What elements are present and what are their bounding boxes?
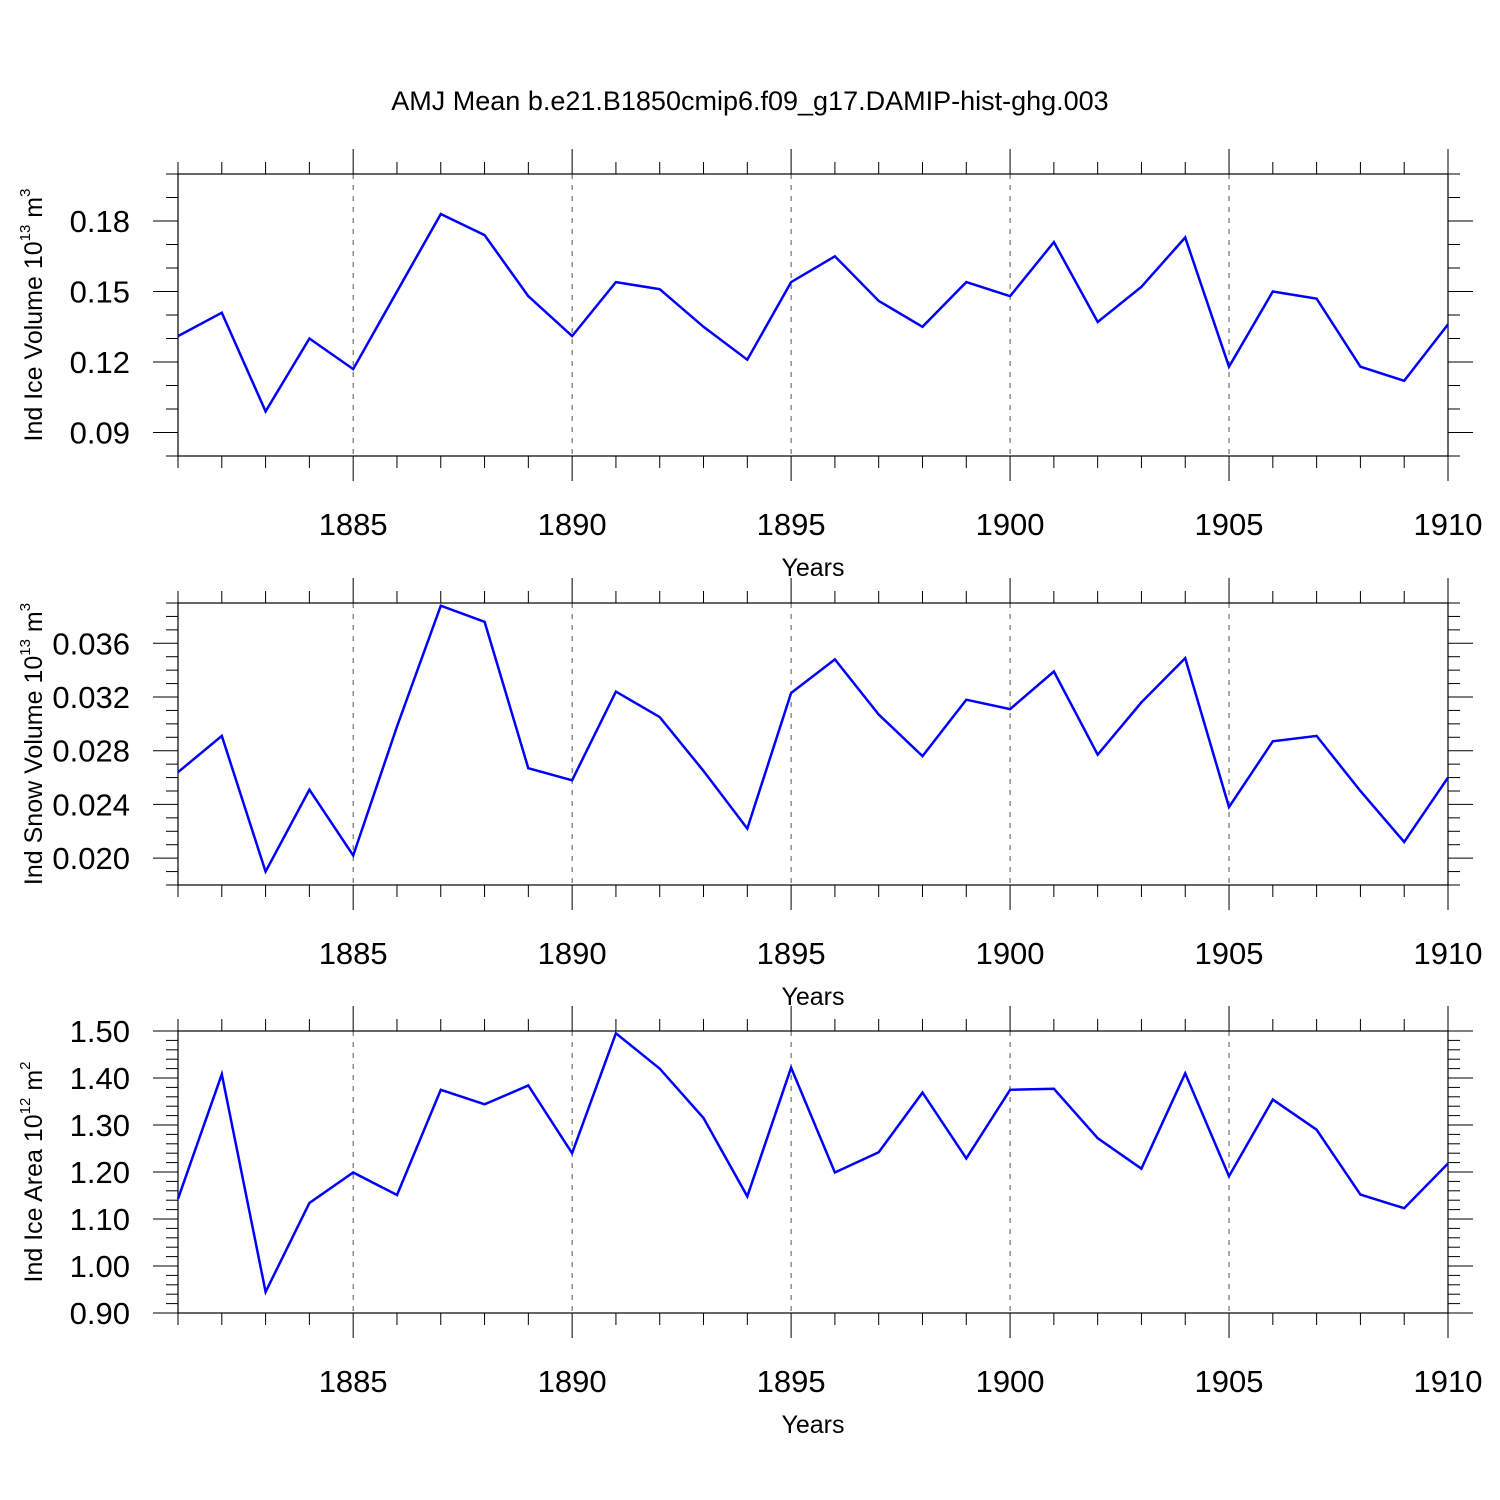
x-tick-label: 1890 [538,1364,607,1399]
x-tick-label: 1895 [757,507,826,542]
y-tick-label: 0.028 [52,734,130,769]
y-tick-label: 1.00 [70,1249,130,1284]
y-tick-label: 1.10 [70,1202,130,1237]
y-tick-label: 0.15 [70,275,130,310]
y-tick-label: 1.50 [70,1014,130,1049]
chart-panel-2: 1885 1890 1895 1900 1905 1910 0.020 0.024 0.028 0… [17,578,1482,1011]
chart-panel-1: 1885 1890 1895 1900 1905 1910 0.09 0.12 0.15 0.18… [17,149,1482,582]
y-tick-label: 0.020 [52,841,130,876]
y-tick-label: 0.024 [52,787,130,822]
x-tick-label: 1895 [757,1364,826,1399]
x-tick-label: 1905 [1195,507,1264,542]
y-tick-label: 0.18 [70,204,130,239]
plot-frame [177,173,1449,457]
x-axis-label: Years [781,554,844,582]
x-tick-label: 1885 [319,1364,388,1399]
figure-title: AMJ Mean b.e21.B1850cmip6.f09_g17.DAMIP-… [391,86,1108,116]
y-tick-label: 1.30 [70,1108,130,1143]
x-axis-label: Years [781,983,844,1011]
y-tick-label: 0.036 [52,626,130,661]
x-tick-label: 1910 [1414,1364,1483,1399]
x-tick-label: 1900 [976,1364,1045,1399]
y-tick-label: 0.09 [70,416,130,451]
x-tick-label: 1885 [319,507,388,542]
series-line [177,212,1449,415]
x-tick-label: 1910 [1414,936,1483,971]
plot-frame [177,602,1449,886]
x-tick-label: 1885 [319,936,388,971]
y-axis-label: Ind Snow Volume 1013 m3 [17,603,48,885]
x-tick-label: 1890 [538,507,607,542]
x-tick-label: 1910 [1414,507,1483,542]
y-axis-label: Ind Ice Area 1012 m2 [17,1062,48,1283]
y-tick-label: 0.90 [70,1296,130,1331]
x-tick-label: 1895 [757,936,826,971]
series-line [177,604,1450,875]
plot-frame [177,1030,1449,1314]
y-axis-label: Ind Ice Volume 1013 m3 [17,189,48,442]
y-tick-label: 0.032 [52,680,130,715]
x-tick-label: 1900 [976,936,1045,971]
y-tick-label: 0.12 [70,345,130,380]
x-tick-label: 1905 [1195,1364,1264,1399]
chart-panel-3: 1885 1890 1895 1900 1905 1910 0.90 1.00 1.10 1.20… [17,1006,1482,1439]
y-tick-label: 1.40 [70,1061,130,1096]
x-tick-label: 1900 [976,507,1045,542]
x-axis-label: Years [781,1411,844,1439]
chart-panels: 1885 1890 1895 1900 1905 1910 0.09 0.12 0.15 0.18… [17,149,1482,1439]
x-tick-label: 1890 [538,936,607,971]
series-line [176,1031,1449,1296]
x-tick-label: 1905 [1195,936,1264,971]
y-tick-label: 1.20 [70,1155,130,1190]
